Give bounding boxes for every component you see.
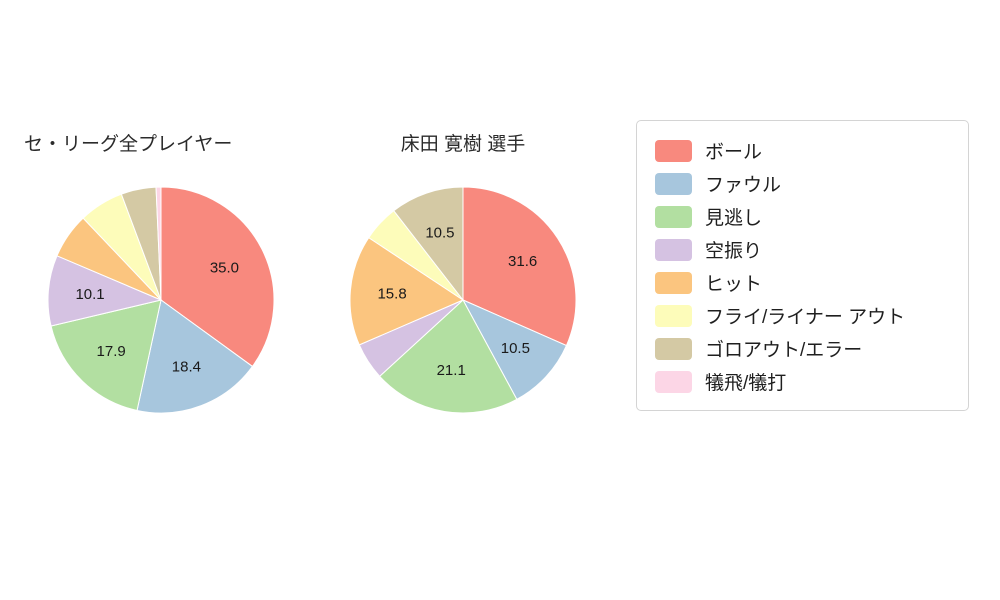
legend-color-swatch (655, 271, 692, 294)
pie-chart-league-all-players: 35.0 18.4 17.9 10.1 (47, 186, 275, 414)
legend-item: フライ/ライナー アウト (655, 299, 968, 332)
pie-slice (50, 299, 162, 412)
pie-slice (160, 186, 275, 368)
legend-item: 見逃し (655, 200, 968, 233)
pie-slice-value-label: 35.0 (210, 260, 239, 277)
legend-item-label: 空振り (705, 241, 763, 262)
legend-item-label: ファウル (705, 175, 782, 196)
legend-item-label: フライ/ライナー アウト (705, 307, 906, 328)
pie-slice (393, 186, 464, 302)
legend-color-swatch (655, 370, 692, 393)
legend-color-swatch (655, 304, 692, 327)
legend-color-swatch (655, 238, 692, 261)
right-pie-title: 床田 寛樹 選手 (400, 134, 526, 155)
legend-color-swatch (655, 172, 692, 195)
pie-slice (136, 299, 254, 414)
legend-item-label: 犠飛/犠打 (705, 373, 787, 394)
pie-slice (47, 255, 163, 327)
pie-slice (378, 299, 518, 414)
pie-slice (462, 186, 577, 347)
pie-slice-value-label: 18.4 (172, 359, 201, 376)
legend-item: ファウル (655, 167, 968, 200)
pie-slice (461, 298, 568, 401)
legend-item-label: ボール (705, 142, 763, 163)
legend-item: 空振り (655, 233, 968, 266)
legend-item: 犠飛/犠打 (655, 365, 968, 398)
legend: ボール ファウル 見逃し 空振り ヒット フライ/ライナー アウト ゴロアウト/… (636, 120, 969, 411)
pie-slice-value-label: 31.6 (508, 253, 537, 270)
legend-color-swatch (655, 139, 692, 162)
legend-color-swatch (655, 337, 692, 360)
legend-item: ゴロアウト/エラー (655, 332, 968, 365)
pie-slice (349, 236, 465, 346)
legend-item: ボール (655, 134, 968, 167)
legend-item-label: ゴロアウト/エラー (705, 340, 863, 361)
pie-slice-value-label: 10.5 (501, 340, 530, 357)
legend-item-label: ヒット (705, 274, 763, 295)
legend-color-swatch (655, 205, 692, 228)
pie-slice-value-label: 10.5 (425, 225, 454, 242)
left-pie-title: セ・リーグ全プレイヤー (24, 134, 233, 155)
pie-slice-value-label: 10.1 (75, 286, 104, 303)
legend-item: ヒット (655, 266, 968, 299)
pie-chart-player: 31.6 10.5 21.1 15.8 10.5 (349, 186, 577, 414)
pie-slice-value-label: 21.1 (437, 362, 466, 379)
pie-slice (155, 186, 162, 301)
legend-item-label: 見逃し (705, 208, 763, 229)
pie-slice-value-label: 17.9 (97, 343, 126, 360)
pie-slice-value-label: 15.8 (377, 286, 406, 303)
